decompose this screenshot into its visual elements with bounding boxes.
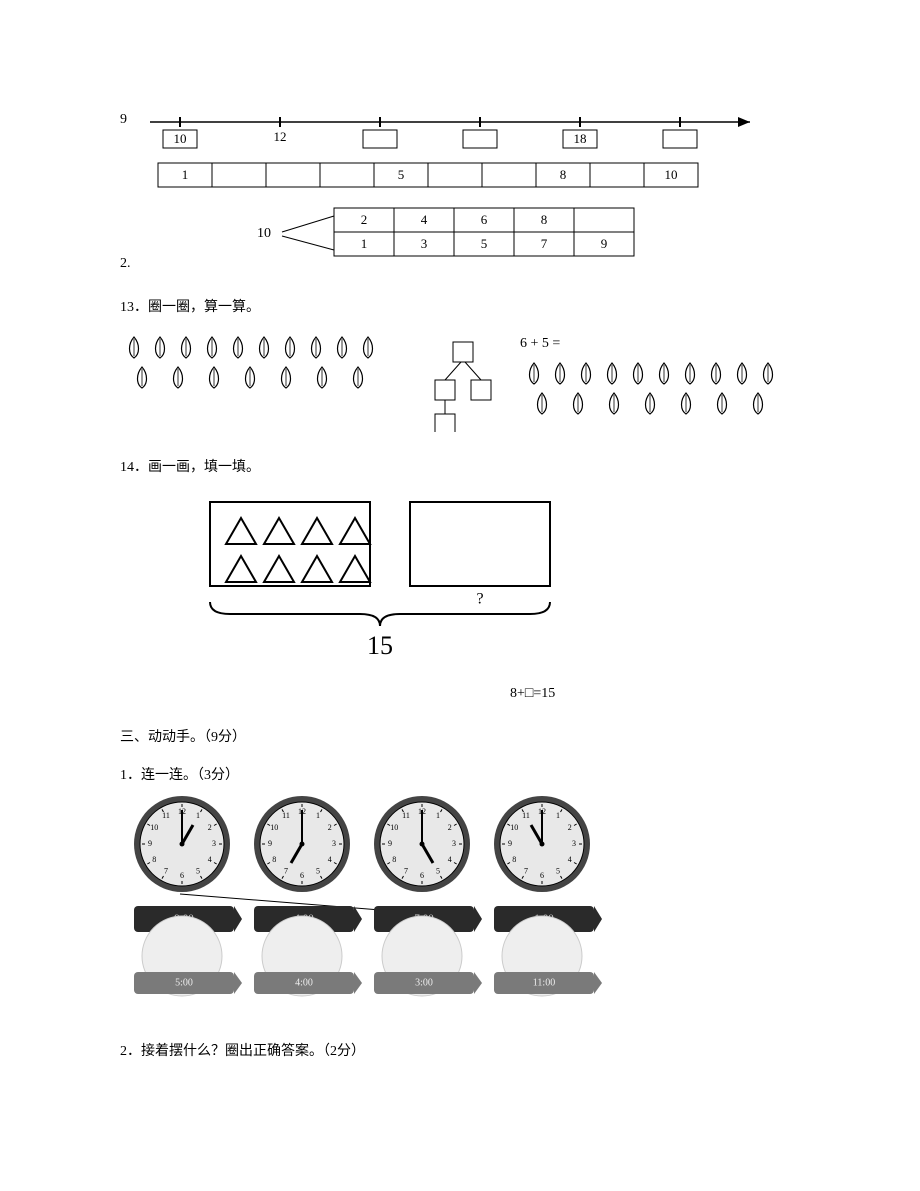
svg-text:6: 6 [420, 871, 424, 880]
svg-text:2: 2 [328, 823, 332, 832]
svg-text:1: 1 [361, 236, 368, 251]
svg-text:1: 1 [182, 167, 189, 182]
q14-equation: 8+□=15 [510, 686, 555, 701]
svg-text:8: 8 [392, 855, 396, 864]
number-line: 10 12 18 [140, 110, 760, 154]
svg-text:7: 7 [524, 867, 528, 876]
svg-text:7: 7 [541, 236, 548, 251]
svg-text:8: 8 [152, 855, 156, 864]
svg-text:5: 5 [436, 867, 440, 876]
svg-text:4: 4 [421, 212, 428, 227]
split-ten-diagram: 10 2 4 6 8 1 3 5 7 9 [134, 202, 674, 264]
svg-text:10: 10 [150, 823, 158, 832]
svg-text:4:00: 4:00 [295, 977, 313, 988]
section3-q1-title: 1．连一连。（3分） [120, 764, 800, 784]
svg-text:15: 15 [367, 631, 393, 660]
svg-text:10: 10 [257, 226, 271, 241]
svg-text:2: 2 [208, 823, 212, 832]
svg-text:10: 10 [390, 823, 398, 832]
svg-text:1: 1 [556, 811, 560, 820]
q14-diagram: ? 15 [190, 492, 590, 682]
svg-text:?: ? [476, 591, 483, 608]
svg-text:2: 2 [448, 823, 452, 832]
svg-text:9: 9 [601, 236, 608, 251]
q13-left-seeds [120, 332, 395, 402]
svg-text:10: 10 [174, 131, 187, 146]
q13-right-seeds [520, 358, 800, 428]
svg-text:10: 10 [665, 167, 678, 182]
svg-text:11: 11 [522, 811, 530, 820]
svg-text:6: 6 [540, 871, 544, 880]
svg-text:8: 8 [541, 212, 548, 227]
svg-text:11: 11 [162, 811, 170, 820]
section3-q2-title: 2．接着摆什么？圈出正确答案。（2分） [120, 1040, 800, 1060]
svg-text:18: 18 [574, 131, 587, 146]
margin-label-9: 9 [120, 110, 134, 128]
svg-text:5:00: 5:00 [175, 977, 193, 988]
svg-text:6: 6 [481, 212, 488, 227]
svg-text:3: 3 [452, 839, 456, 848]
svg-text:5: 5 [196, 867, 200, 876]
svg-text:2: 2 [361, 212, 368, 227]
svg-text:7: 7 [284, 867, 288, 876]
svg-text:3:00: 3:00 [415, 977, 433, 988]
svg-text:4: 4 [568, 855, 572, 864]
svg-text:5: 5 [556, 867, 560, 876]
svg-text:4: 4 [328, 855, 332, 864]
svg-text:5: 5 [398, 167, 405, 182]
svg-text:4: 4 [448, 855, 452, 864]
svg-text:8: 8 [560, 167, 567, 182]
svg-text:3: 3 [212, 839, 216, 848]
svg-text:4: 4 [208, 855, 212, 864]
svg-text:12: 12 [274, 129, 287, 144]
svg-text:8: 8 [512, 855, 516, 864]
svg-text:10: 10 [510, 823, 518, 832]
svg-text:9: 9 [148, 839, 152, 848]
row-boxes: 1 5 8 10 [154, 160, 714, 190]
svg-text:11: 11 [282, 811, 290, 820]
svg-text:10: 10 [270, 823, 278, 832]
svg-text:1: 1 [436, 811, 440, 820]
q14-title: 14．画一画，填一填。 [120, 456, 800, 476]
svg-text:9: 9 [508, 839, 512, 848]
svg-text:11: 11 [402, 811, 410, 820]
q13-title: 13．圈一圈，算一算。 [120, 296, 800, 316]
section3-title: 三、动动手。（9分） [120, 726, 800, 746]
svg-text:1: 1 [316, 811, 320, 820]
svg-text:3: 3 [332, 839, 336, 848]
svg-text:1: 1 [196, 811, 200, 820]
q13-number-bond [413, 332, 502, 432]
svg-text:3: 3 [421, 236, 428, 251]
svg-text:5: 5 [481, 236, 488, 251]
svg-text:9: 9 [388, 839, 392, 848]
clocks-figure: 1234567891011121234567891011121234567891… [120, 794, 610, 1004]
svg-text:7: 7 [164, 867, 168, 876]
svg-text:3: 3 [572, 839, 576, 848]
svg-text:8: 8 [272, 855, 276, 864]
svg-text:2: 2 [568, 823, 572, 832]
svg-text:6: 6 [300, 871, 304, 880]
q13-equation: 6 + 5 = [520, 332, 800, 352]
svg-text:9: 9 [268, 839, 272, 848]
svg-text:5: 5 [316, 867, 320, 876]
svg-text:6: 6 [180, 871, 184, 880]
svg-text:11:00: 11:00 [533, 977, 555, 988]
svg-text:7: 7 [404, 867, 408, 876]
